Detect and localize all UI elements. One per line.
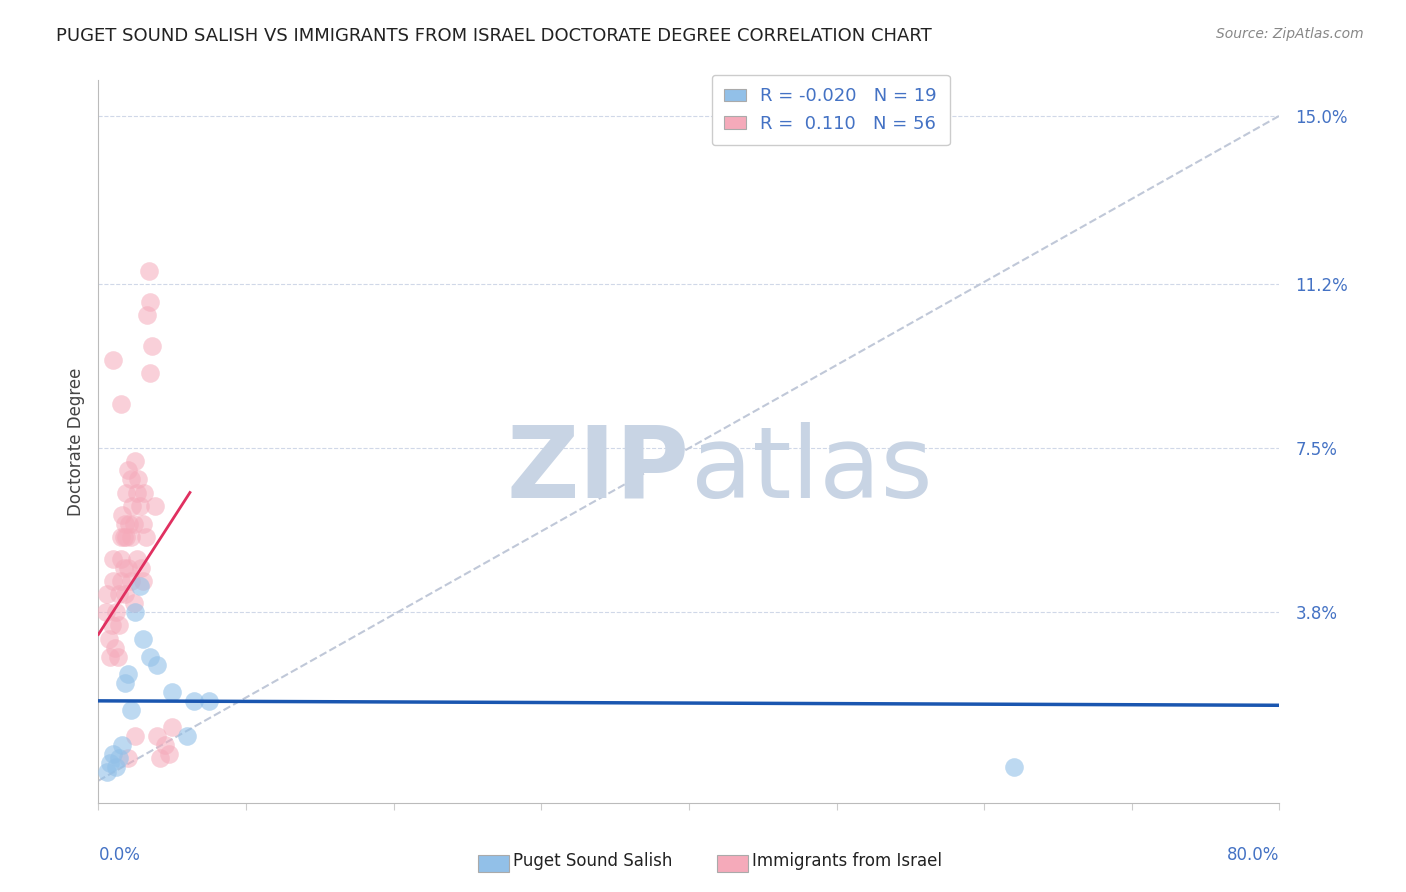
Point xyxy=(98,756,121,770)
Point xyxy=(105,760,128,774)
Point xyxy=(114,676,136,690)
Point xyxy=(138,264,160,278)
Point xyxy=(122,596,145,610)
Point xyxy=(114,587,136,601)
Point xyxy=(125,485,148,500)
Point xyxy=(103,574,125,589)
Point xyxy=(198,694,221,708)
Text: ZIP: ZIP xyxy=(506,422,689,519)
Point xyxy=(103,552,125,566)
Point xyxy=(115,530,138,544)
Point xyxy=(132,574,155,589)
Point xyxy=(128,499,150,513)
Point xyxy=(111,508,134,522)
Point xyxy=(121,499,143,513)
Point xyxy=(129,561,152,575)
Point xyxy=(117,463,139,477)
Point xyxy=(135,530,157,544)
Point xyxy=(96,764,118,779)
Point xyxy=(124,454,146,468)
Point xyxy=(105,605,128,619)
Point xyxy=(120,574,142,589)
Point xyxy=(122,516,145,531)
Point xyxy=(143,499,166,513)
Point xyxy=(100,618,122,632)
Point xyxy=(157,747,180,761)
Point xyxy=(146,729,169,743)
Point xyxy=(108,618,131,632)
Point xyxy=(120,472,142,486)
Point xyxy=(94,605,117,619)
Text: Source: ZipAtlas.com: Source: ZipAtlas.com xyxy=(1216,27,1364,41)
Point xyxy=(128,579,150,593)
Point xyxy=(115,485,138,500)
Point xyxy=(117,561,139,575)
Point xyxy=(127,472,149,486)
Text: Puget Sound Salish: Puget Sound Salish xyxy=(513,852,672,870)
Point xyxy=(134,485,156,500)
Point xyxy=(124,729,146,743)
Point xyxy=(136,308,159,322)
Point xyxy=(117,751,139,765)
Point xyxy=(141,339,163,353)
Point xyxy=(139,294,162,309)
Point xyxy=(97,632,120,646)
Point xyxy=(111,738,134,752)
Text: atlas: atlas xyxy=(692,422,934,519)
Point xyxy=(176,729,198,743)
Point xyxy=(139,649,162,664)
Point xyxy=(139,366,162,380)
Point xyxy=(124,605,146,619)
Point xyxy=(108,587,131,601)
Point xyxy=(114,516,136,531)
Point xyxy=(183,694,205,708)
Point xyxy=(112,561,135,575)
Text: Immigrants from Israel: Immigrants from Israel xyxy=(752,852,942,870)
Point xyxy=(107,649,129,664)
Point xyxy=(117,667,139,681)
Point xyxy=(110,530,132,544)
Point xyxy=(146,658,169,673)
Legend: R = -0.020   N = 19, R =  0.110   N = 56: R = -0.020 N = 19, R = 0.110 N = 56 xyxy=(711,75,949,145)
Point xyxy=(103,747,125,761)
Point xyxy=(125,552,148,566)
Point xyxy=(98,649,121,664)
Point xyxy=(110,552,132,566)
Point xyxy=(110,397,132,411)
Point xyxy=(153,738,176,752)
Point xyxy=(112,530,135,544)
Point xyxy=(162,721,183,735)
Text: PUGET SOUND SALISH VS IMMIGRANTS FROM ISRAEL DOCTORATE DEGREE CORRELATION CHART: PUGET SOUND SALISH VS IMMIGRANTS FROM IS… xyxy=(56,27,932,45)
Point xyxy=(149,751,172,765)
Point xyxy=(104,640,127,655)
Y-axis label: Doctorate Degree: Doctorate Degree xyxy=(66,368,84,516)
Point xyxy=(162,685,183,699)
Point xyxy=(120,530,142,544)
Point xyxy=(120,703,142,717)
Point xyxy=(118,516,141,531)
Point xyxy=(103,352,125,367)
Point xyxy=(1002,760,1025,774)
Text: 0.0%: 0.0% xyxy=(98,847,141,864)
Point xyxy=(108,751,131,765)
Point xyxy=(132,516,155,531)
Point xyxy=(110,574,132,589)
Text: 80.0%: 80.0% xyxy=(1227,847,1279,864)
Point xyxy=(96,587,118,601)
Point xyxy=(132,632,155,646)
